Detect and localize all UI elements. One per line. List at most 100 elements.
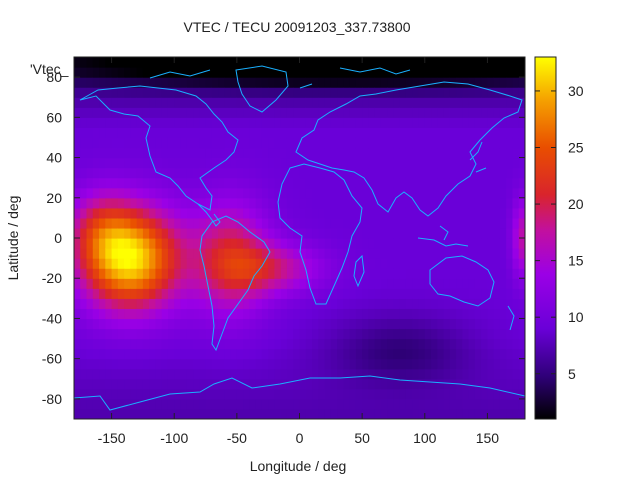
heat-cell <box>330 157 338 169</box>
heat-cell <box>337 398 344 410</box>
heat-cell <box>499 268 507 279</box>
x-tick-label: 150 <box>476 430 500 446</box>
heat-cell <box>174 127 182 139</box>
heat-cell <box>280 328 288 340</box>
heat-cell <box>299 288 307 299</box>
heat-cell <box>437 187 445 199</box>
heat-cell <box>305 248 313 259</box>
heat-cell <box>205 358 213 370</box>
heat-cell <box>186 177 194 189</box>
heat-cell <box>418 348 426 360</box>
heat-cell <box>280 177 288 189</box>
heat-cell <box>261 97 269 108</box>
heat-cell <box>418 378 426 390</box>
heat-cell <box>136 217 144 229</box>
heat-cell <box>230 268 238 279</box>
heat-cell <box>387 258 395 269</box>
heat-cell <box>380 97 388 108</box>
heat-cell <box>261 107 269 118</box>
heat-cell <box>293 67 301 78</box>
heat-cell <box>418 248 426 259</box>
heat-cell <box>355 107 363 118</box>
heat-cell <box>99 268 106 279</box>
colorbar <box>534 56 557 420</box>
heat-cell <box>437 167 445 179</box>
heat-cell <box>211 67 219 78</box>
heat-cell <box>186 167 194 179</box>
heat-cell <box>186 107 194 118</box>
heat-cell <box>337 288 344 299</box>
heat-cell <box>142 368 150 380</box>
heat-cell <box>249 278 257 289</box>
heat-cell <box>474 127 482 139</box>
heat-cell <box>456 258 463 269</box>
heat-cell <box>355 117 363 128</box>
heat-cell <box>92 167 100 179</box>
heat-cell <box>456 268 463 279</box>
heat-cell <box>487 348 495 360</box>
heat-cell <box>80 248 88 259</box>
heat-cell <box>167 318 175 330</box>
heat-cell <box>355 298 363 309</box>
heat-cell <box>468 227 476 239</box>
heat-cell <box>205 87 213 98</box>
heat-cell <box>236 167 244 179</box>
heat-cell <box>337 197 344 209</box>
heat-cell <box>443 358 451 370</box>
heat-cell <box>111 147 119 159</box>
heat-cell <box>405 67 413 78</box>
heat-cell <box>305 117 313 128</box>
heat-cell <box>449 298 457 309</box>
heat-cell <box>481 97 489 108</box>
heat-cell <box>312 328 319 340</box>
heat-cell <box>268 248 276 259</box>
heat-cell <box>186 358 194 370</box>
heat-cell <box>487 398 495 410</box>
heat-cell <box>293 348 301 360</box>
heat-cell <box>124 298 131 309</box>
heat-cell <box>193 358 200 370</box>
heat-cell <box>343 167 351 179</box>
heat-cell <box>268 348 276 360</box>
heat-cell <box>506 298 514 309</box>
heat-cell <box>387 227 395 239</box>
heat-cell <box>111 288 119 299</box>
heat-cell <box>424 238 432 249</box>
heat-cell <box>74 318 81 330</box>
heat-cell <box>92 127 100 139</box>
heat-cell <box>199 248 207 259</box>
heat-cell <box>149 97 157 108</box>
heat-cell <box>180 147 188 159</box>
heat-cell <box>105 328 113 340</box>
heat-cell <box>124 217 131 229</box>
heat-cell <box>92 398 100 410</box>
heat-cell <box>268 97 276 108</box>
heat-cell <box>124 227 131 239</box>
heat-cell <box>387 308 395 320</box>
heat-cell <box>506 278 514 289</box>
heat-cell <box>193 258 200 269</box>
heat-cell <box>355 408 363 419</box>
heat-cell <box>380 107 388 118</box>
heat-cell <box>105 298 113 309</box>
heat-cell <box>211 328 219 340</box>
heat-cell <box>368 227 376 239</box>
heat-cell <box>205 107 213 118</box>
heat-cell <box>293 117 301 128</box>
heat-cell <box>74 258 81 269</box>
heat-cell <box>180 227 188 239</box>
heat-cell <box>443 107 451 118</box>
heat-cell <box>374 87 382 98</box>
heat-cell <box>286 238 294 249</box>
heat-cell <box>186 117 194 128</box>
heat-cell <box>512 278 520 289</box>
heat-cell <box>330 368 338 380</box>
heat-cell <box>393 248 401 259</box>
heat-cell <box>330 298 338 309</box>
heat-cell <box>343 288 351 299</box>
heat-cell <box>199 77 207 88</box>
heat-cell <box>424 248 432 259</box>
heat-cell <box>161 308 169 320</box>
heat-cell <box>337 328 344 340</box>
heat-cell <box>468 288 476 299</box>
